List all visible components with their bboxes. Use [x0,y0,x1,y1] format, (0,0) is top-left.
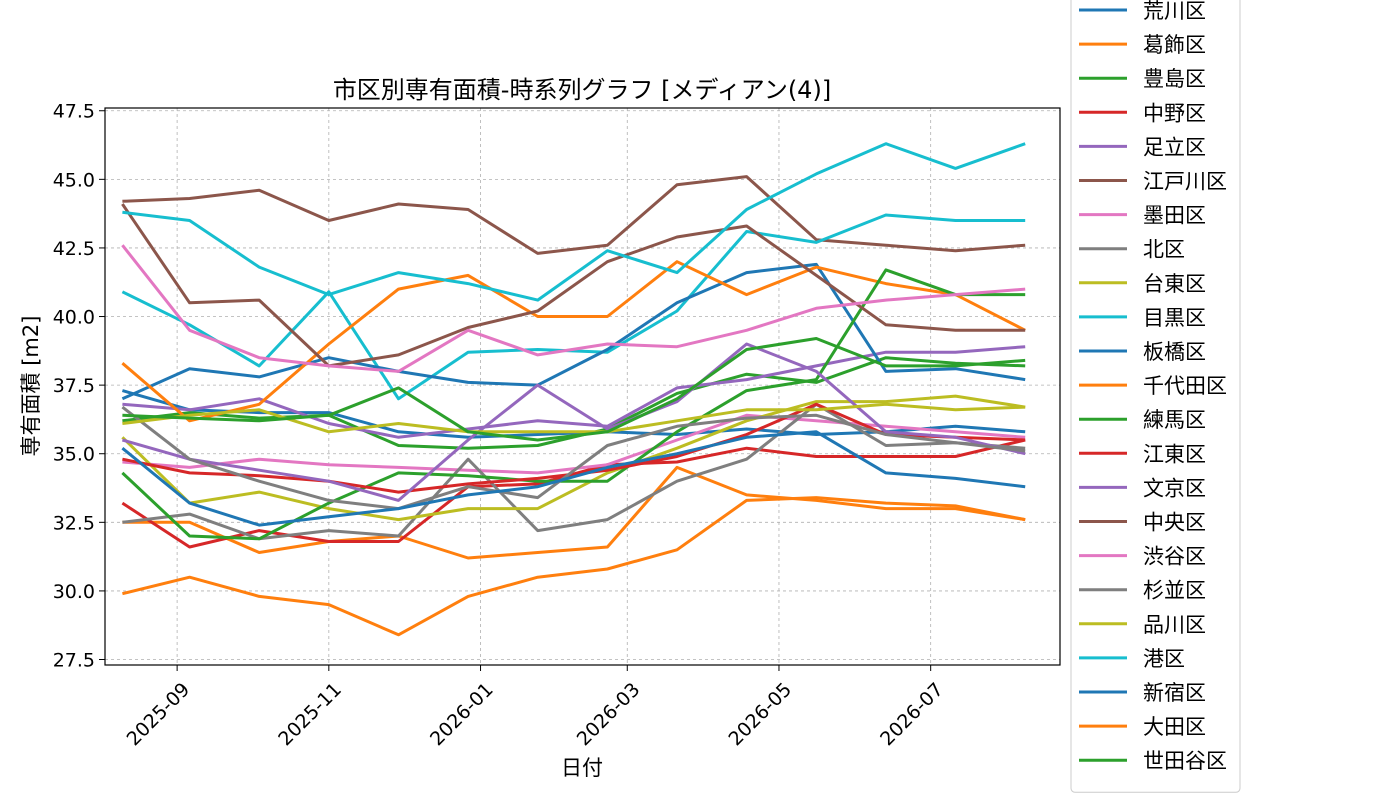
legend-label: 中野区 [1143,101,1206,125]
series-line-18 [121,405,1026,511]
series-line-14 [122,402,1026,494]
legend-label: 足立区 [1143,135,1206,159]
chart-title: 市区別専有面積-時系列グラフ [メディアン(4)] [333,76,831,104]
y-tick-label: 45.0 [53,169,95,191]
legend-label: 新宿区 [1143,681,1206,705]
y-tick-label: 47.5 [53,101,95,123]
legend-label: 杉並区 [1143,579,1206,603]
x-tick-label: 2026-01 [426,679,498,751]
legend-label: 世田谷区 [1143,749,1227,773]
series-line-17 [121,244,1026,373]
y-tick-label: 37.5 [53,375,95,397]
y-tick-label: 35.0 [53,444,95,466]
legend-label: 墨田区 [1143,204,1206,228]
legend-label: 目黒区 [1143,306,1206,330]
x-tick-label: 2025-09 [123,679,195,751]
y-axis-label: 専有面積 [m2] [19,316,43,457]
legend-label: 文京区 [1143,476,1206,500]
series-line-2 [122,465,1026,560]
x-tick-label: 2026-05 [724,679,796,751]
x-tick-label: 2026-03 [573,679,645,751]
series-line-16 [121,203,1026,368]
legend-label: 板橋区 [1143,340,1206,364]
legend-label: 葛飾区 [1143,33,1206,57]
y-tick-label: 40.0 [53,307,95,329]
y-tick-label: 30.0 [53,581,95,603]
legend-label: 大田区 [1143,715,1206,739]
series-line-9 [121,394,1026,522]
x-axis-label: 日付 [561,756,603,780]
y-tick-label: 27.5 [53,650,95,672]
legend-label: 荒川区 [1143,0,1206,23]
legend-label: 品川区 [1143,613,1206,637]
series-line-13 [121,268,1026,541]
series-line-6 [122,175,1026,255]
legend-label: 江戸川区 [1143,170,1227,194]
legend-label: 港区 [1143,647,1185,671]
series-line-7 [122,413,1026,475]
legend-label: 北区 [1143,238,1185,262]
legend-label: 豊島区 [1143,67,1206,91]
series-line-8 [122,402,1026,541]
legend-label: 練馬区 [1143,408,1206,432]
series-line-21 [121,430,1026,527]
series-line-15 [121,342,1026,502]
series-lines [121,142,1026,637]
legend-label: 千代田区 [1143,374,1227,398]
series-line-22 [122,496,1026,637]
y-tick-label: 32.5 [53,512,95,534]
legend-box [1070,0,1241,793]
y-axis: 27.5 30.0 32.5 35.0 37.5 40.0 42.5 45.0 47.5 [53,101,105,672]
legend-label: 渋谷区 [1143,545,1206,569]
plot-frame [104,107,1061,666]
series-line-19 [122,402,1026,434]
series-line-20 [122,142,1026,302]
series-line-11 [121,262,1026,401]
legend-label: 台東区 [1143,272,1206,296]
y-tick-label: 42.5 [53,238,95,260]
legend-label: 江東区 [1143,442,1206,466]
legend: 荒川区葛飾区豊島区中野区足立区江戸川区墨田区北区台東区目黒区板橋区千代田区練馬区… [1070,0,1241,793]
legend-label: 中央区 [1143,511,1206,535]
x-tick-label: 2026-07 [876,679,948,751]
series-line-12 [121,260,1026,423]
x-tick-label: 2025-11 [274,679,346,751]
series-line-23 [122,337,1026,442]
x-axis: 2025-09 2025-11 2026-01 2026-03 2026-05 2026-… [123,665,948,750]
series-line-5 [122,345,1026,439]
